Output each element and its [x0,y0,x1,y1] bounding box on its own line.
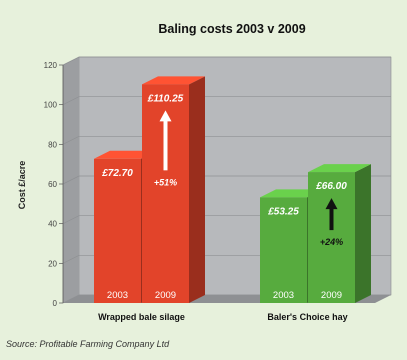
increase-arrowhead [159,110,172,122]
bar-year-label: 2009 [321,290,342,301]
source-note: Source: Profitable Farming Company Ltd [6,339,170,349]
percent-change-label: +51% [154,177,177,187]
percent-change-label: +24% [320,237,343,247]
increase-arrowhead [325,198,338,210]
y-tick-label: 0 [53,299,58,308]
bar-year-label: 2003 [273,290,294,301]
gridline [62,175,391,185]
gridline [62,96,391,105]
chart: Baling costs 2003 v 2009 Cost £/acre 0 20… [17,22,392,322]
bar-value-label: £110.25 [147,93,184,104]
plot-area: 0 20 40 60 80 100 120 £72.70 2003 £110.25 2009 +51%… [44,56,392,322]
gridline [62,135,391,145]
bar-year-label: 2009 [155,290,176,301]
x-category-label: Baler's Choice hay [267,312,347,322]
y-tick-label: 120 [44,61,58,70]
bar [260,197,307,303]
y-axis-label: Cost £/acre [17,161,27,210]
bar-top [142,76,205,85]
bar-value-label: £53.25 [267,206,299,217]
bar [308,172,355,303]
gridline [62,56,391,66]
x-category-label: Wrapped bale silage [98,312,185,322]
y-tick-label: 20 [48,259,57,268]
y-tick-label: 100 [44,101,58,110]
bar-top [308,164,371,173]
bar-side [355,164,371,303]
y-tick-label: 60 [48,180,57,189]
y-tick-label: 80 [48,140,57,149]
bar [94,158,141,303]
bar-value-label: £72.70 [101,168,133,179]
y-tick-label: 40 [48,220,57,229]
chart-title: Baling costs 2003 v 2009 [158,22,305,36]
bar-side [189,76,205,304]
bar-year-label: 2003 [107,290,128,301]
bar-top [260,189,323,198]
bar-value-label: £66.00 [315,181,347,192]
bar-top [94,150,157,159]
